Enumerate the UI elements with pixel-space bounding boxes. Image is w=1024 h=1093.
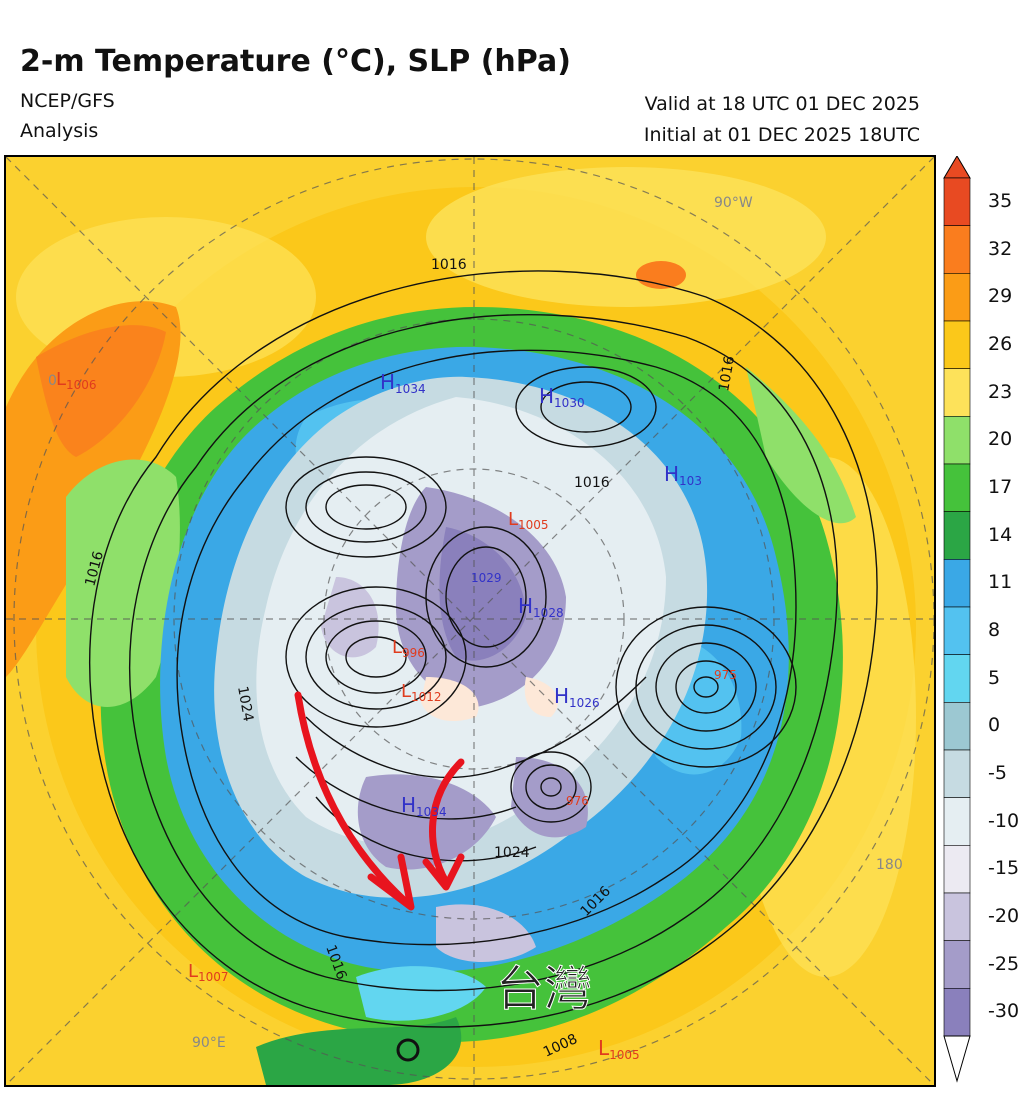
taiwan-label: 台灣 <box>496 961 592 1017</box>
high-center: H1030 <box>539 384 585 410</box>
colorbar-top-arrow <box>943 155 971 179</box>
colorbar-swatch <box>943 320 971 369</box>
colorbar-swatch <box>943 606 971 655</box>
colorbar-swatch <box>943 797 971 846</box>
colorbar-tick-label: -10 <box>988 809 1020 832</box>
colorbar-bottom-arrow <box>943 1035 971 1083</box>
colorbar-swatch <box>943 225 971 274</box>
colorbar-swatch <box>943 702 971 751</box>
colorbar-tick-label: 5 <box>988 666 1001 689</box>
low-center: L1006 <box>56 369 97 392</box>
colorbar-swatch <box>943 845 971 894</box>
low-center: 976 <box>566 794 589 808</box>
colorbar-tick-label: 11 <box>988 571 1013 594</box>
colorbar-swatch <box>943 463 971 512</box>
colorbar-swatch <box>943 892 971 941</box>
label-180: 180 <box>876 857 903 873</box>
colorbar-swatch <box>943 511 971 560</box>
colorbar-tick-label: -25 <box>988 952 1020 975</box>
isobars <box>89 270 878 1028</box>
colorbar-tick-label: 0 <box>988 714 1001 737</box>
colorbar-tick-label: 32 <box>988 237 1013 260</box>
high-center: 1029 <box>471 571 502 585</box>
colorbar-swatch <box>943 749 971 798</box>
chart-title: 2-m Temperature (°C), SLP (hPa) <box>20 44 571 79</box>
pressure-centers: H1034 H1030 H103 H1028 H1026 H1034 1029 … <box>56 369 737 1062</box>
colorbar-tick-label: 17 <box>988 475 1013 498</box>
colorbar-swatch <box>943 177 971 226</box>
product-type: Analysis <box>20 120 99 142</box>
colorbar-tick-label: 26 <box>988 332 1013 355</box>
graticule <box>6 157 934 1085</box>
low-center: L1007 <box>188 961 229 984</box>
colorbar-tick-label: -5 <box>988 761 1007 784</box>
colorbar-swatch <box>943 368 971 417</box>
low-center: L1005 <box>598 1036 640 1062</box>
high-center: H1026 <box>554 684 600 710</box>
isobar-label: 1016 <box>574 475 610 491</box>
isobar-label: 1016 <box>431 257 467 273</box>
drawn-arrow <box>294 691 465 911</box>
label-90w: 90°W <box>714 195 753 211</box>
high-center: H1034 <box>380 370 426 396</box>
location-marker <box>396 1038 420 1062</box>
valid-time: Valid at 18 UTC 01 DEC 2025 <box>644 93 920 115</box>
colorbar-tick-label: 14 <box>988 523 1013 546</box>
colorbar-tick-label: -20 <box>988 904 1020 927</box>
colorbar-tick-label: 8 <box>988 618 1001 641</box>
isobar-label: 1016 <box>716 355 738 393</box>
initial-time: Initial at 01 DEC 2025 18UTC <box>643 124 920 146</box>
low-center: L1012 <box>401 681 442 704</box>
colorbar-swatch <box>943 940 971 989</box>
colorbar-swatch <box>943 273 971 322</box>
label-0: 0 <box>48 373 57 389</box>
colorbar-swatch <box>943 416 971 465</box>
polar-map: 90°W 180 90°E 0 1016 1016 1016 1016 1016… <box>4 155 936 1087</box>
colorbar-tick-label: -30 <box>988 1000 1020 1023</box>
colorbar-tick-label: 23 <box>988 380 1013 403</box>
low-center: 975 <box>714 668 737 682</box>
model-name: NCEP/GFS <box>20 90 115 112</box>
colorbar-tick-label: -15 <box>988 857 1020 880</box>
colorbar-swatch <box>943 559 971 608</box>
high-center: H1028 <box>518 594 564 620</box>
label-90e: 90°E <box>192 1035 226 1051</box>
colorbar-tick-label: 20 <box>988 428 1013 451</box>
colorbar-swatch <box>943 988 971 1037</box>
high-center: H103 <box>664 462 702 488</box>
high-center: H1034 <box>401 793 447 819</box>
isobar-label: 1024 <box>494 845 530 861</box>
colorbar-tick-label: 35 <box>988 189 1013 212</box>
colorbar <box>942 155 972 1092</box>
isobar-label: 1024 <box>234 685 256 723</box>
temperature-field <box>6 157 934 1085</box>
low-center: L1005 <box>508 509 549 532</box>
colorbar-tick-label: 29 <box>988 285 1013 308</box>
low-center: L996 <box>392 637 425 660</box>
colorbar-swatch <box>943 654 971 703</box>
